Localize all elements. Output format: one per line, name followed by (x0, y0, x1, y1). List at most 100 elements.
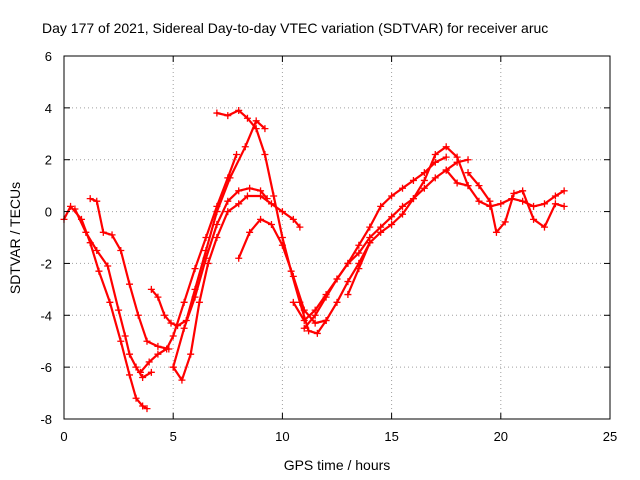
axis-ticks: 0 5 10 15 20 25 -8 -6 -4 -2 0 2 4 6 (40, 49, 617, 444)
data-point (167, 319, 175, 327)
data-point (355, 265, 363, 273)
data-point (104, 262, 112, 270)
data-point (252, 125, 260, 133)
data-point (93, 246, 101, 254)
data-point (174, 322, 182, 330)
data-point (143, 337, 151, 345)
data-point (160, 311, 168, 319)
y-tick-label: 4 (45, 101, 52, 116)
data-point (132, 394, 140, 402)
data-point (95, 267, 103, 275)
data-point (431, 174, 439, 182)
data-point (163, 345, 171, 353)
data-point (296, 223, 304, 231)
data-point (289, 298, 297, 306)
data-point (224, 197, 232, 205)
y-tick-label: -8 (40, 412, 52, 427)
series-trace-5 (147, 117, 269, 330)
data-point (235, 187, 243, 195)
x-tick-label: 5 (170, 429, 177, 444)
data-point (147, 368, 155, 376)
data-point (195, 298, 203, 306)
data-point (333, 298, 341, 306)
data-point (540, 223, 548, 231)
series-trace-6 (169, 184, 271, 371)
data-point (560, 202, 568, 210)
data-point (126, 371, 134, 379)
data-point (333, 275, 341, 283)
y-tick-label: -2 (40, 256, 52, 271)
data-point (464, 182, 472, 190)
series-line (172, 194, 301, 382)
series-trace-2 (71, 205, 155, 382)
data-point (530, 202, 538, 210)
data-point (300, 324, 308, 332)
data-point (475, 182, 483, 190)
data-point (147, 285, 155, 293)
data-point (154, 342, 162, 350)
data-point (243, 114, 251, 122)
data-point (86, 195, 94, 203)
data-point (313, 329, 321, 337)
series-trace-11 (300, 156, 472, 332)
data-point (246, 228, 254, 236)
data-point (399, 202, 407, 210)
plot-frame (63, 55, 611, 420)
series-trace-12 (344, 143, 472, 299)
data-point (420, 184, 428, 192)
data-point (235, 254, 243, 262)
data-point (108, 231, 116, 239)
data-point (202, 234, 210, 241)
data-point (261, 151, 269, 159)
data-point (261, 125, 269, 133)
x-tick-label: 20 (494, 429, 508, 444)
x-tick-label: 15 (384, 429, 398, 444)
data-point (270, 192, 278, 200)
data-point (399, 184, 407, 192)
data-point (409, 176, 417, 184)
data-point (202, 254, 210, 262)
data-point (551, 192, 559, 200)
data-point (431, 151, 439, 159)
data-point (442, 143, 450, 151)
data-point (241, 143, 249, 151)
data-point (311, 319, 319, 327)
data-point (117, 246, 125, 254)
data-point (305, 327, 313, 335)
data-point (99, 228, 107, 236)
data-point (169, 363, 177, 371)
data-point (497, 200, 505, 208)
data-point (143, 405, 151, 413)
x-axis-label: GPS time / hours (284, 457, 391, 473)
data-point (311, 311, 319, 319)
data-point (475, 197, 483, 205)
series-trace-14 (464, 169, 568, 236)
data-point (154, 350, 162, 358)
data-point (510, 189, 518, 197)
data-point (289, 215, 297, 223)
data-point (530, 215, 538, 223)
grid-lines (64, 56, 610, 419)
data-point (278, 234, 286, 241)
data-point (132, 363, 140, 371)
data-point (377, 202, 385, 210)
data-point (191, 293, 199, 301)
data-point (344, 259, 352, 267)
data-point (169, 332, 177, 340)
data-point (519, 187, 527, 195)
data-point (224, 112, 232, 120)
data-point (464, 156, 472, 164)
data-point (540, 200, 548, 208)
data-point (224, 208, 232, 216)
data-point (551, 200, 559, 208)
data-point (235, 200, 243, 208)
data-point (82, 228, 90, 236)
data-point (213, 208, 221, 216)
data-point (278, 241, 286, 249)
data-point (134, 311, 142, 319)
data-series (60, 106, 568, 413)
data-point (420, 176, 428, 184)
data-point (226, 174, 234, 182)
y-tick-label: -6 (40, 360, 52, 375)
series-line (172, 187, 269, 369)
